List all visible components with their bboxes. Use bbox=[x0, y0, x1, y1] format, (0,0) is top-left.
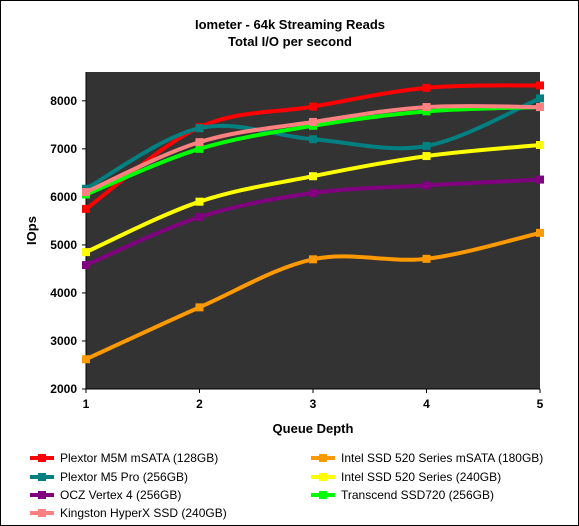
data-point bbox=[195, 303, 204, 312]
legend-marker bbox=[319, 454, 327, 462]
data-point bbox=[309, 189, 317, 198]
data-point bbox=[195, 197, 204, 206]
x-tick-label: 5 bbox=[537, 397, 544, 411]
y-axis-title: IOps bbox=[24, 216, 39, 245]
legend-item: Intel SSD 520 Series (240GB) bbox=[311, 470, 501, 484]
data-point bbox=[195, 144, 204, 153]
legend-item: Transcend SSD720 (256GB) bbox=[311, 488, 494, 502]
legend-label: Intel SSD 520 Series mSATA (180GB) bbox=[341, 451, 543, 465]
data-point bbox=[309, 255, 317, 264]
x-axis-title: Queue Depth bbox=[273, 421, 354, 436]
data-point bbox=[422, 152, 431, 161]
legend-marker bbox=[38, 491, 46, 499]
data-point bbox=[536, 103, 544, 112]
data-point bbox=[309, 172, 317, 181]
x-tick-label: 4 bbox=[423, 397, 430, 411]
legend-item: Kingston HyperX SSD (240GB) bbox=[30, 506, 227, 520]
series-layer bbox=[82, 81, 544, 364]
y-tick-label: 5000 bbox=[50, 238, 77, 252]
legend-marker bbox=[319, 491, 327, 499]
legend-marker bbox=[38, 509, 46, 517]
legend-marker bbox=[319, 473, 327, 481]
chart-title: Iometer - 64k Streaming Reads bbox=[195, 17, 385, 32]
data-point bbox=[422, 107, 431, 116]
legend-item: Intel SSD 520 Series mSATA (180GB) bbox=[311, 451, 543, 465]
data-point bbox=[309, 117, 317, 126]
y-tick-label: 2000 bbox=[50, 382, 77, 396]
chart-subtitle: Total I/O per second bbox=[228, 34, 352, 49]
y-tick-label: 6000 bbox=[50, 190, 77, 204]
data-point bbox=[82, 188, 90, 197]
data-point bbox=[82, 355, 90, 364]
series-3 bbox=[82, 141, 544, 257]
data-point bbox=[82, 248, 90, 257]
data-point bbox=[422, 254, 431, 263]
y-tick-label: 8000 bbox=[50, 94, 77, 108]
data-point bbox=[82, 261, 90, 270]
series-1 bbox=[82, 228, 544, 364]
data-point bbox=[536, 228, 544, 237]
data-point bbox=[82, 204, 90, 213]
data-point bbox=[536, 175, 544, 184]
data-point bbox=[422, 83, 431, 92]
series-6 bbox=[82, 103, 544, 197]
data-point bbox=[536, 141, 544, 150]
legend-marker bbox=[38, 454, 46, 462]
legend-label: Intel SSD 520 Series (240GB) bbox=[341, 470, 501, 484]
y-tick-label: 4000 bbox=[50, 286, 77, 300]
data-point bbox=[195, 213, 204, 222]
x-tick-label: 2 bbox=[196, 397, 203, 411]
legend-label: Plextor M5M mSATA (128GB) bbox=[60, 451, 218, 465]
legend-marker bbox=[38, 473, 46, 481]
data-point bbox=[536, 94, 544, 103]
data-point bbox=[309, 135, 317, 144]
data-point bbox=[309, 102, 317, 111]
legend-label: Kingston HyperX SSD (240GB) bbox=[60, 506, 227, 520]
x-axis: 1 2 3 4 5 bbox=[83, 388, 544, 411]
legend-label: Transcend SSD720 (256GB) bbox=[341, 488, 494, 502]
legend: Plextor M5M mSATA (128GB) Intel SSD 520 S… bbox=[30, 451, 543, 520]
y-tick-label: 3000 bbox=[50, 334, 77, 348]
data-point bbox=[422, 181, 431, 190]
x-tick-label: 1 bbox=[83, 397, 90, 411]
data-point bbox=[422, 103, 431, 112]
legend-label: OCZ Vertex 4 (256GB) bbox=[60, 488, 181, 502]
legend-label: Plextor M5 Pro (256GB) bbox=[60, 470, 188, 484]
y-axis: 2000 3000 4000 5000 6000 7000 8000 bbox=[50, 72, 87, 396]
data-point bbox=[422, 141, 431, 150]
data-point bbox=[195, 124, 204, 133]
data-point bbox=[195, 138, 204, 147]
data-point bbox=[536, 81, 544, 90]
legend-item: OCZ Vertex 4 (256GB) bbox=[30, 488, 181, 502]
series-4 bbox=[82, 175, 544, 270]
x-tick-label: 3 bbox=[310, 397, 317, 411]
y-tick-label: 7000 bbox=[50, 142, 77, 156]
legend-item: Plextor M5M mSATA (128GB) bbox=[30, 451, 218, 465]
legend-item: Plextor M5 Pro (256GB) bbox=[30, 470, 188, 484]
